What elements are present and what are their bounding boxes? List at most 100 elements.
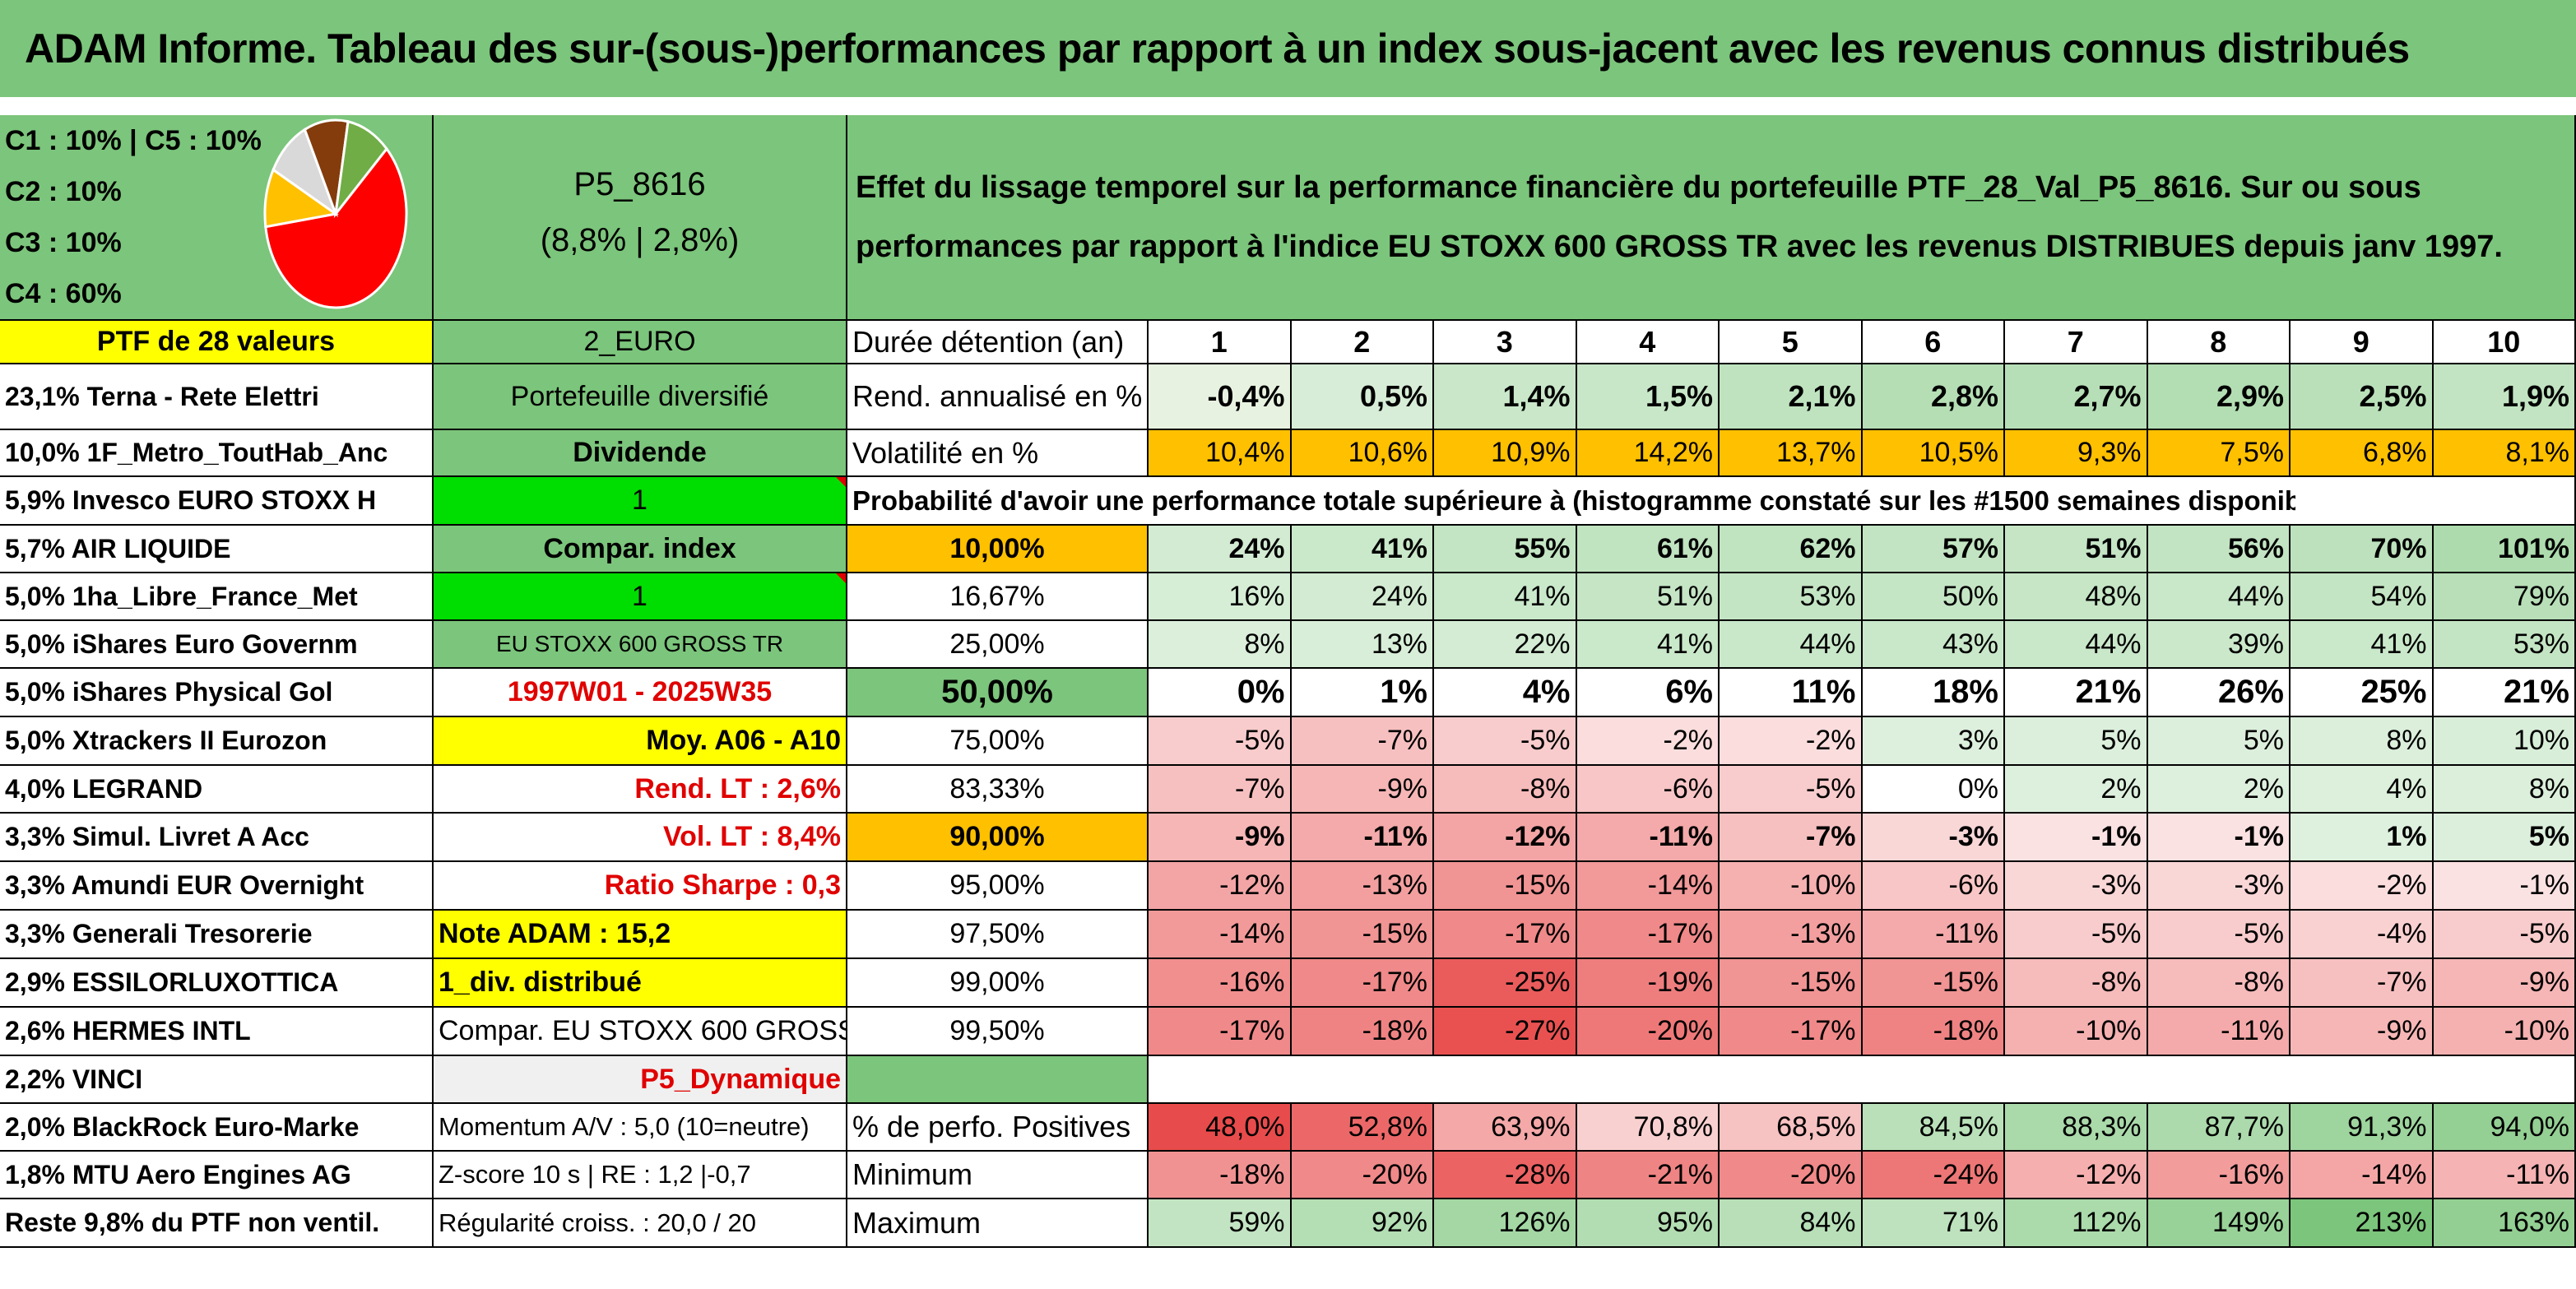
rendement-value: 2,7% [2005, 364, 2148, 430]
minimum-value: -21% [1576, 1152, 1720, 1199]
year-header: 4 [1576, 321, 1720, 364]
quantile-value: -11% [2147, 1008, 2291, 1056]
quantile-value: -17% [1291, 959, 1434, 1008]
quantile-value: -17% [1576, 911, 1720, 959]
quantile-value: -4% [2291, 911, 2434, 959]
year-header: 10 [2433, 321, 2576, 364]
quantile-value: 5% [2147, 717, 2291, 766]
year-header: 7 [2005, 321, 2148, 364]
volatility-value: 8,1% [2433, 430, 2576, 477]
quantile-value: -9% [1149, 814, 1292, 862]
quantile-value: -16% [1149, 959, 1292, 1008]
volatility-label: Volatilité en % [847, 430, 1149, 477]
class-legend-item: C1 : 10% | C5 : 10% [5, 125, 262, 156]
maximum-value: 92% [1291, 1199, 1434, 1248]
quantile-value: 1% [1291, 669, 1434, 717]
class-legend-item: C2 : 10% [5, 176, 122, 207]
quantile-label: 99,00% [847, 959, 1149, 1008]
quantile-value: -5% [2005, 911, 2148, 959]
blank-cell [2295, 477, 2435, 526]
minimum-label: Minimum [847, 1152, 1149, 1199]
info-cell: Compar. index [434, 526, 847, 573]
info-cell: P5_Dynamique [434, 1056, 847, 1104]
quantile-value: -8% [1434, 766, 1577, 814]
quantile-value: -3% [2147, 862, 2291, 911]
quantile-value: 44% [2147, 573, 2291, 621]
quantile-value: 79% [2433, 573, 2576, 621]
holding-row: 2,2% VINCI [0, 1056, 434, 1104]
quantile-value: 51% [1576, 573, 1720, 621]
volatility-value: 14,2% [1576, 430, 1720, 477]
quantile-value: 26% [2147, 669, 2291, 717]
quantile-value: 24% [1291, 573, 1434, 621]
quantile-value: 0% [1862, 766, 2005, 814]
minimum-value: -20% [1291, 1152, 1434, 1199]
positives-value: 52,8% [1291, 1104, 1434, 1152]
quantile-value: -2% [1720, 717, 1863, 766]
rendement-value: 2,1% [1720, 364, 1863, 430]
quantile-value: -9% [1291, 766, 1434, 814]
maximum-value: 71% [1862, 1199, 2005, 1248]
quantile-value: 3% [1862, 717, 2005, 766]
year-header: 1 [1149, 321, 1292, 364]
quantile-value: -9% [2291, 1008, 2434, 1056]
rendement-value: 1,4% [1434, 364, 1577, 430]
quantile-value: -17% [1149, 1008, 1292, 1056]
rendement-value: 2,9% [2147, 364, 2291, 430]
holding-row: Reste 9,8% du PTF non ventil. [0, 1199, 434, 1248]
quantile-label: 75,00% [847, 717, 1149, 766]
quantile-label: 99,50% [847, 1008, 1149, 1056]
holding-row: 2,6% HERMES INTL [0, 1008, 434, 1056]
quantile-value: 41% [2291, 621, 2434, 669]
quantile-value: 61% [1576, 526, 1720, 573]
portfolio-performance: (8,8% | 2,8%) [540, 222, 740, 258]
quantile-value: -10% [2005, 1008, 2148, 1056]
volatility-value: 10,6% [1291, 430, 1434, 477]
rendement-value: 0,5% [1291, 364, 1434, 430]
quantile-value: 4% [2291, 766, 2434, 814]
positives-value: 91,3% [2291, 1104, 2434, 1152]
maximum-value: 163% [2433, 1199, 2576, 1248]
quantile-value: -10% [1720, 862, 1863, 911]
quantile-value: -5% [2147, 911, 2291, 959]
positives-value: 48,0% [1149, 1104, 1292, 1152]
comment-marker [836, 477, 846, 487]
quantile-value: 8% [1149, 621, 1292, 669]
positives-value: 84,5% [1862, 1104, 2005, 1152]
quantile-value: -12% [1149, 862, 1292, 911]
quantile-value: -19% [1576, 959, 1720, 1008]
quantile-value: -5% [1149, 717, 1292, 766]
class-legend-item: C3 : 10% [5, 227, 122, 258]
quantile-value: 54% [2291, 573, 2434, 621]
portfolio-code: P5_8616 [573, 166, 706, 202]
info-cell: Régularité croiss. : 20,0 / 20 [434, 1199, 847, 1248]
quantile-value: -11% [1291, 814, 1434, 862]
quantile-value: -9% [2433, 959, 2576, 1008]
quantile-value: 2% [2147, 766, 2291, 814]
maximum-value: 59% [1149, 1199, 1292, 1248]
maximum-value: 213% [2291, 1199, 2434, 1248]
maximum-value: 95% [1576, 1199, 1720, 1248]
quantile-value: 41% [1434, 573, 1577, 621]
rendement-label: Rend. annualisé en % [847, 364, 1149, 430]
maximum-value: 84% [1720, 1199, 1863, 1248]
positives-label: % de perfo. Positives [847, 1104, 1149, 1152]
quantile-value: -18% [1291, 1008, 1434, 1056]
quantile-value: -17% [1434, 911, 1577, 959]
holding-row: 5,7% AIR LIQUIDE [0, 526, 434, 573]
quantile-value: -18% [1862, 1008, 2005, 1056]
quantile-value: -3% [2005, 862, 2148, 911]
positives-value: 68,5% [1720, 1104, 1863, 1152]
holding-row: 5,0% iShares Physical Gol [0, 669, 434, 717]
quantile-label: 83,33% [847, 766, 1149, 814]
rendement-value: 1,9% [2433, 364, 2576, 430]
minimum-value: -24% [1862, 1152, 2005, 1199]
quantile-value: 50% [1862, 573, 2005, 621]
quantile-value: -11% [1862, 911, 2005, 959]
volatility-value: 6,8% [2291, 430, 2434, 477]
info-cell: 1 [434, 477, 847, 526]
info-cell: Moy. A06 - A10 [434, 717, 847, 766]
quantile-value: 6% [1576, 669, 1720, 717]
quantile-value: 1% [2291, 814, 2434, 862]
